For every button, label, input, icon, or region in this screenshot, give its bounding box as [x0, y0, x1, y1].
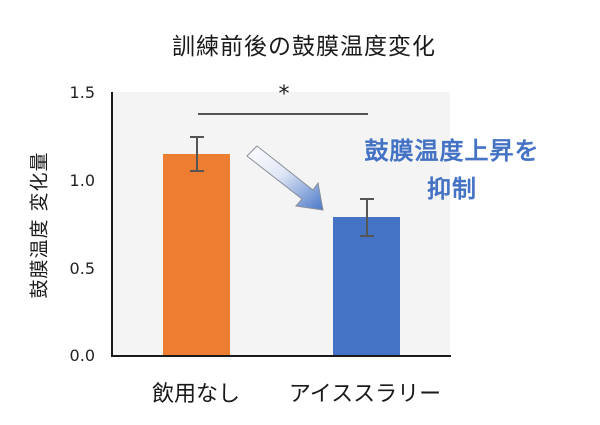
x-axis-line	[111, 355, 451, 357]
annotation-line-2: 抑制	[427, 175, 477, 203]
annotation-text: 鼓膜温度上昇を 抑制	[346, 132, 558, 208]
bar-no-drink	[163, 154, 230, 356]
x-category-label: アイススラリー	[288, 382, 442, 407]
error-cap-bottom	[360, 235, 374, 237]
significance-marker: *	[278, 82, 290, 107]
y-tick-label: 1.5	[69, 83, 95, 102]
error-cap-top	[190, 136, 204, 138]
error-bar-no-drink	[196, 136, 198, 171]
y-axis-line	[111, 92, 113, 357]
bar-ice-slurry	[333, 217, 400, 356]
y-tick-label: 1.0	[69, 171, 95, 190]
annotation-line-1: 鼓膜温度上昇を	[364, 137, 540, 165]
x-category-label: 飲用なし	[151, 382, 240, 407]
error-cap-top	[360, 198, 374, 200]
error-cap-bottom	[190, 170, 204, 172]
chart-title: 訓練前後の鼓膜温度変化	[172, 34, 436, 60]
y-axis-label: 鼓膜温度 変化量	[28, 151, 51, 299]
error-bar-ice-slurry	[366, 198, 368, 236]
arrow-down-right-icon	[246, 145, 324, 211]
y-tick-label: 0.5	[69, 259, 95, 278]
y-tick-label: 0.0	[69, 346, 95, 365]
significance-bracket	[198, 113, 368, 115]
